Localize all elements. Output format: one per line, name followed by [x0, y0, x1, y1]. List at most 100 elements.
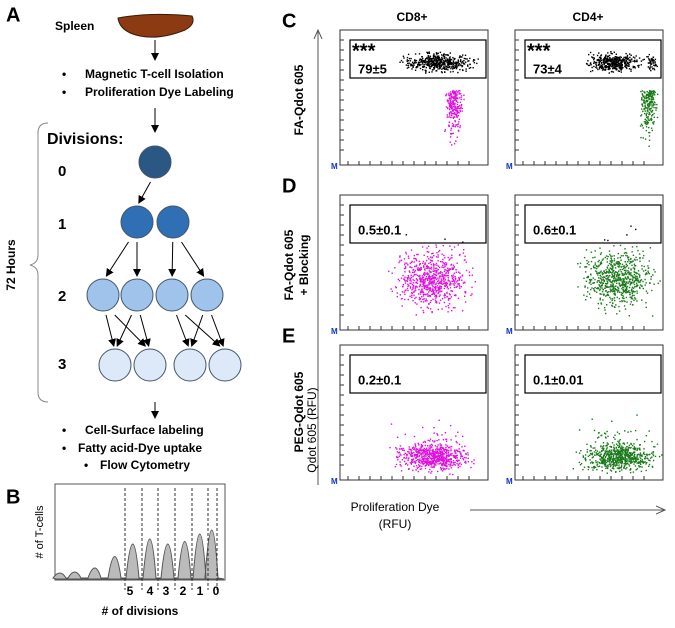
column-header: CD4+: [572, 10, 603, 24]
dot: [431, 460, 433, 463]
dot: [433, 452, 435, 454]
dot: [644, 455, 647, 458]
dot: [628, 256, 630, 258]
dot: [445, 282, 447, 284]
dot: [619, 56, 621, 58]
dot: [646, 123, 649, 125]
dot: [640, 470, 643, 473]
dot: [459, 68, 461, 71]
dot: [408, 452, 410, 455]
dot: [454, 277, 457, 280]
dot: [611, 260, 614, 262]
dot: [418, 459, 421, 462]
dot: [399, 461, 401, 463]
dot: [415, 314, 417, 316]
dot: [424, 458, 427, 460]
dot: [599, 288, 601, 290]
dot: [432, 285, 434, 287]
dot: [601, 291, 604, 293]
dot: [606, 66, 608, 68]
dot: [404, 262, 406, 264]
dot: [444, 432, 447, 434]
dot: [645, 272, 648, 274]
dot: [626, 291, 628, 293]
dot: [421, 289, 423, 291]
dot: [648, 112, 651, 115]
dot: [629, 447, 631, 449]
dot: [446, 283, 448, 286]
dot: [410, 65, 412, 67]
dot: [440, 65, 442, 68]
arrow: [211, 314, 225, 347]
dot: [650, 62, 652, 64]
dot: [430, 452, 432, 454]
dot: [460, 62, 463, 64]
dot: [444, 238, 446, 240]
divisions-label: Divisions:: [47, 131, 123, 148]
dot: [445, 457, 447, 460]
dot: [443, 460, 446, 462]
dot: [411, 266, 413, 269]
dot: [621, 458, 623, 461]
dot: [617, 257, 619, 259]
dot: [602, 456, 604, 459]
dot: [655, 64, 657, 67]
dot: [442, 457, 444, 459]
dot: [439, 454, 442, 457]
dot: [637, 453, 640, 456]
cell: [98, 348, 132, 382]
dot: [606, 277, 609, 279]
dot: [459, 101, 462, 103]
dot: [418, 298, 421, 301]
dot: [404, 279, 406, 282]
dot: [427, 265, 429, 268]
dot: [416, 454, 418, 456]
dot: [616, 275, 618, 277]
dot: [645, 97, 648, 100]
dot: [465, 261, 467, 263]
dot: [431, 466, 434, 468]
dot: [605, 461, 608, 464]
dot: [455, 67, 458, 70]
dot: [422, 311, 425, 314]
dot: [614, 459, 617, 462]
dot: [432, 270, 434, 272]
dot: [648, 453, 650, 456]
gate-value: 0.6±0.1: [533, 222, 576, 237]
dot: [635, 228, 637, 231]
dot: [625, 57, 628, 59]
dot: [431, 452, 434, 454]
dot: [604, 56, 606, 58]
dot: [409, 278, 412, 280]
dot: [445, 459, 448, 462]
dot: [600, 64, 602, 66]
dot: [454, 455, 456, 457]
dot: [616, 457, 618, 459]
dot: [596, 463, 599, 465]
dot: [604, 436, 607, 438]
dot: [427, 52, 429, 54]
dot: [604, 309, 606, 311]
dot: [453, 99, 455, 101]
dot: [429, 448, 431, 450]
dot: [646, 109, 649, 112]
dot: [443, 464, 446, 466]
dot: [449, 114, 451, 116]
dot: [646, 122, 648, 124]
dot: [643, 100, 645, 103]
dot: [435, 283, 437, 286]
dot: [642, 250, 644, 252]
dot: [640, 463, 642, 465]
dot: [421, 275, 424, 277]
dot: [641, 285, 643, 288]
dot: [603, 462, 605, 464]
dot: [622, 58, 624, 61]
dot: [595, 66, 597, 69]
dot: [411, 271, 414, 274]
dot: [609, 285, 611, 288]
dot: [606, 304, 608, 306]
dot: [467, 457, 469, 460]
dot: [623, 463, 625, 465]
dot: [468, 60, 470, 62]
dot: [606, 453, 609, 456]
